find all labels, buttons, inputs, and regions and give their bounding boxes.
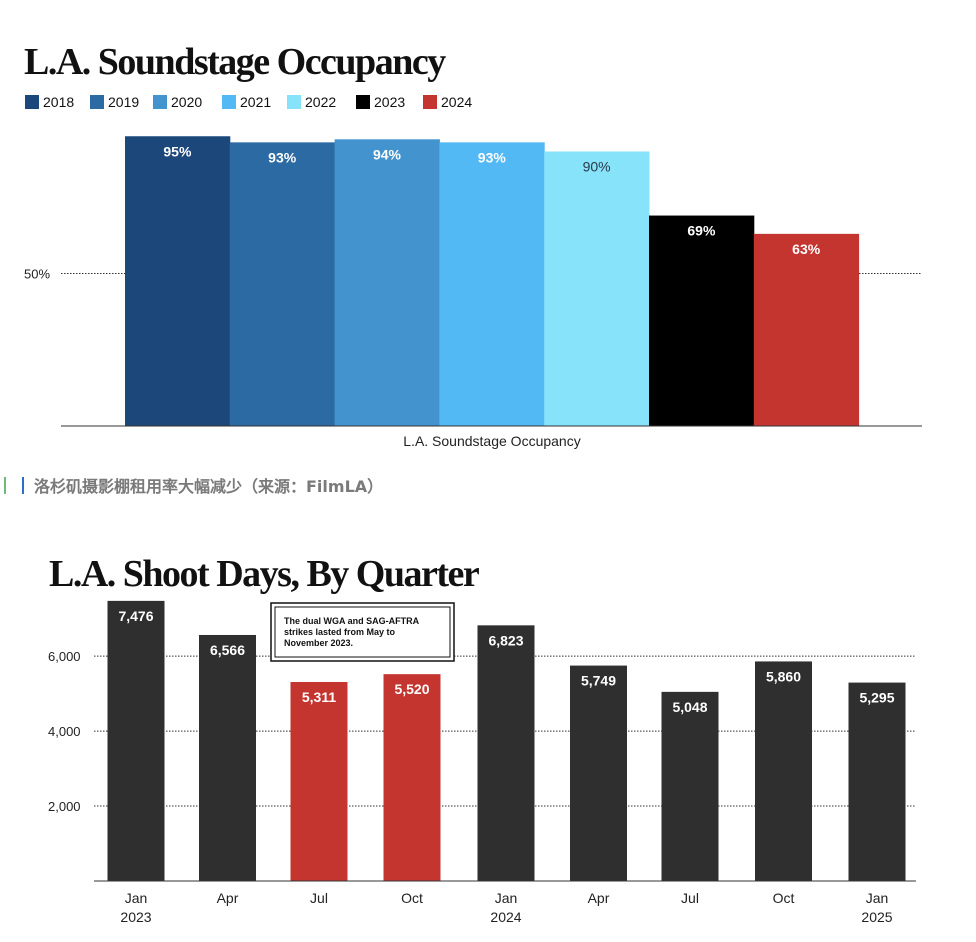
bar-2018 [125,136,231,426]
annotation-line-2: strikes lasted from May to [284,627,396,637]
bar-q2 [290,681,348,881]
x-tick-month-5: Apr [588,890,610,906]
legend-label-2022: 2022 [305,94,336,110]
x-tick-month-0: Jan [125,890,148,906]
occupancy-legend: 2018 2019 2020 2021 2022 2023 2024 [25,94,472,110]
x-tick-year-0: 2023 [120,909,151,925]
x-tick-year-8: 2025 [861,909,892,925]
occupancy-chart: L.A. Soundstage Occupancy 2018 2019 2020 20… [24,41,922,449]
bar-q3 [383,674,441,881]
annotation-line-3: November 2023. [284,638,353,648]
legend-label-2023: 2023 [374,94,405,110]
bar-label-q5: 5,749 [581,673,616,689]
occupancy-x-axis-label: L.A. Soundstage Occupancy [403,433,580,449]
y-tick-2000: 2,000 [48,799,81,814]
annotation-line-1: The dual WGA and SAG-AFTRA [284,616,420,626]
x-tick-year-4: 2024 [490,909,521,925]
bar-label-q2: 5,311 [302,689,336,705]
legend-label-2021: 2021 [240,94,271,110]
legend-swatch-2020 [153,95,167,109]
shoot-days-chart: L.A. Shoot Days, By Quarter 2,000 4,000 6,… [48,553,916,925]
bar-2022 [544,151,650,426]
bar-label-2019: 93% [268,149,297,165]
bar-label-q4: 6,823 [488,632,523,648]
bar-q6 [661,691,719,881]
bar-q4 [477,625,535,881]
bar-label-q6: 5,048 [672,699,707,715]
bar-label-q0: 7,476 [118,608,153,624]
bar-2020 [334,139,440,427]
legend-label-2024: 2024 [441,94,472,110]
bar-q5 [570,665,627,881]
bar-2021 [439,142,545,426]
x-tick-month-8: Jan [866,890,889,906]
occupancy-bars: 95% 93% 94% 93% 90% 69% 63% [125,136,860,427]
bar-q1 [199,634,256,881]
bar-q8 [848,682,906,881]
legend-label-2018: 2018 [43,94,74,110]
bar-label-2018: 95% [163,143,192,159]
bar-label-2021: 93% [478,149,507,165]
bar-2019 [229,142,336,426]
annotation-box-inner [274,606,451,658]
y-tick-50: 50% [24,267,50,282]
bar-q0 [107,600,165,881]
shoot-days-chart-title: L.A. Shoot Days, By Quarter [49,553,480,595]
bar-label-q3: 5,520 [394,681,429,697]
x-tick-month-4: Jan [495,890,518,906]
legend-swatch-2022 [287,95,301,109]
legend-label-2020: 2020 [171,94,202,110]
bar-label-q8: 5,295 [859,690,894,706]
legend-swatch-2023 [356,95,370,109]
legend-swatch-2018 [25,95,39,109]
legend-swatch-2019 [90,95,104,109]
x-tick-month-6: Jul [681,890,699,906]
legend-swatch-2024 [423,95,437,109]
legend-swatch-2021 [222,95,236,109]
strike-annotation: The dual WGA and SAG-AFTRA strikes laste… [270,602,455,662]
bar-label-2023: 69% [687,223,716,239]
y-tick-4000: 4,000 [48,724,81,739]
occupancy-chart-title: L.A. Soundstage Occupancy [24,41,446,83]
caption: 洛杉矶摄影棚租用率大幅减少（来源：FilmLA） [4,477,383,496]
bar-label-2020: 94% [373,146,402,162]
bar-2024 [753,233,860,426]
y-tick-6000: 6,000 [48,649,81,664]
shoot-days-x-ticks: Jan 2023 Apr Jul Oct Jan 2024 Apr Jul Oct Jan 2025 [120,890,892,925]
bar-label-2024: 63% [792,241,821,257]
bar-q7 [755,661,812,881]
legend-label-2019: 2019 [108,94,139,110]
bar-label-2022: 90% [583,159,611,175]
shoot-days-bars: 7,476 6,566 5,311 5,520 6,823 5,749 5,048 5,860… [107,600,906,881]
caption-text: 洛杉矶摄影棚租用率大幅减少（来源：FilmLA） [34,477,383,496]
x-tick-month-3: Oct [401,890,423,906]
bar-2023 [649,215,755,426]
x-tick-month-1: Apr [217,890,239,906]
bar-label-q1: 6,566 [210,642,245,658]
x-tick-month-2: Jul [310,890,328,906]
x-tick-month-7: Oct [773,890,795,906]
bar-label-q7: 5,860 [766,668,801,684]
